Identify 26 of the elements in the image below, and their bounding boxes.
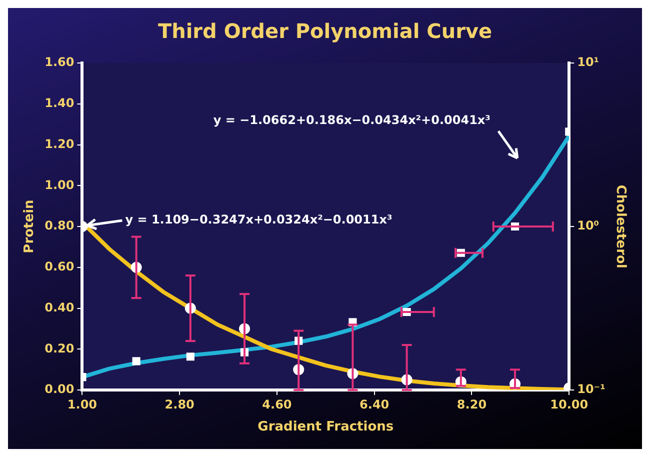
y2-tick-label: 10⁰ bbox=[577, 218, 600, 233]
annotation: y = −1.0662+0.186x−0.0434x²+0.0041x³ bbox=[213, 113, 490, 128]
y-tick-label: 0.00 bbox=[44, 382, 74, 396]
y-tick-label: 0.40 bbox=[44, 300, 74, 314]
x-axis-title: Gradient Fractions bbox=[258, 420, 394, 435]
y2-tick-label: 10⁻¹ bbox=[577, 382, 606, 396]
y-tick-label: 1.60 bbox=[44, 55, 74, 70]
y2-axis-title: Cholesterol bbox=[612, 184, 628, 268]
x-tick-label: 2.80 bbox=[164, 397, 194, 412]
point bbox=[186, 352, 194, 361]
y-tick-label: 0.60 bbox=[44, 260, 74, 274]
y-tick-label: 1.20 bbox=[44, 136, 74, 151]
y-tick-label: 0.80 bbox=[44, 218, 74, 233]
annotation: y = 1.109−0.3247x+0.0324x²−0.0011x³ bbox=[125, 212, 392, 227]
y-axis-title: Protein bbox=[22, 200, 38, 254]
y2-tick-label: 10¹ bbox=[577, 55, 600, 70]
point bbox=[132, 357, 140, 366]
x-tick-label: 8.20 bbox=[456, 397, 487, 412]
x-tick-label: 10.00 bbox=[550, 397, 588, 412]
y-tick-label: 1.00 bbox=[44, 178, 74, 192]
x-tick-label: 1.00 bbox=[67, 397, 98, 412]
y-tick-label: 0.20 bbox=[44, 341, 74, 356]
x-tick-label: 4.60 bbox=[262, 397, 292, 412]
x-tick-label: 6.40 bbox=[360, 397, 390, 412]
chart-title: Third Order Polynomial Curve bbox=[158, 19, 492, 44]
y-tick-label: 1.40 bbox=[44, 96, 74, 110]
